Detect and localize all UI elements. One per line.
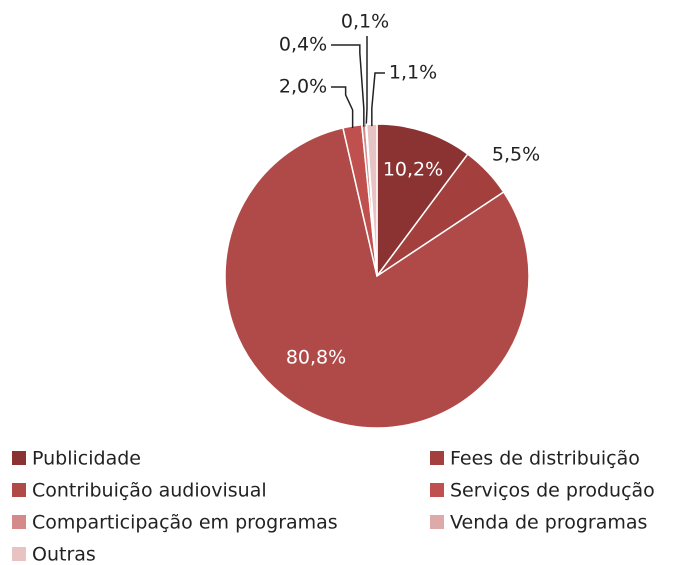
leader-line bbox=[371, 72, 385, 127]
leader-line bbox=[331, 86, 354, 128]
legend-label: Contribuição audiovisual bbox=[32, 480, 267, 502]
legend-swatch bbox=[12, 515, 26, 529]
data-label: 0,4% bbox=[279, 34, 327, 56]
data-label: 5,5% bbox=[492, 144, 540, 166]
leader-line bbox=[331, 44, 365, 127]
data-label: 0,1% bbox=[341, 11, 389, 33]
pie-slice bbox=[376, 123, 469, 279]
legend-swatch bbox=[430, 515, 444, 529]
legend-swatch bbox=[430, 451, 444, 465]
data-label: 80,8% bbox=[286, 347, 346, 369]
data-label: 1,1% bbox=[389, 62, 437, 84]
data-label: 2,0% bbox=[279, 76, 327, 98]
legend-swatch bbox=[12, 483, 26, 497]
legend-swatch bbox=[430, 483, 444, 497]
pie-slice bbox=[224, 126, 530, 429]
legend-swatch bbox=[12, 451, 26, 465]
legend-label: Serviços de produção bbox=[450, 480, 655, 502]
legend-label: Publicidade bbox=[32, 448, 141, 470]
legend-label: Comparticipação em programas bbox=[32, 512, 338, 534]
leader-line bbox=[365, 36, 368, 127]
legend-swatch bbox=[12, 547, 26, 561]
legend-label: Outras bbox=[32, 544, 96, 565]
legend-label: Venda de programas bbox=[450, 512, 647, 534]
legend-label: Fees de distribuição bbox=[450, 448, 640, 470]
data-label: 10,2% bbox=[383, 159, 443, 181]
